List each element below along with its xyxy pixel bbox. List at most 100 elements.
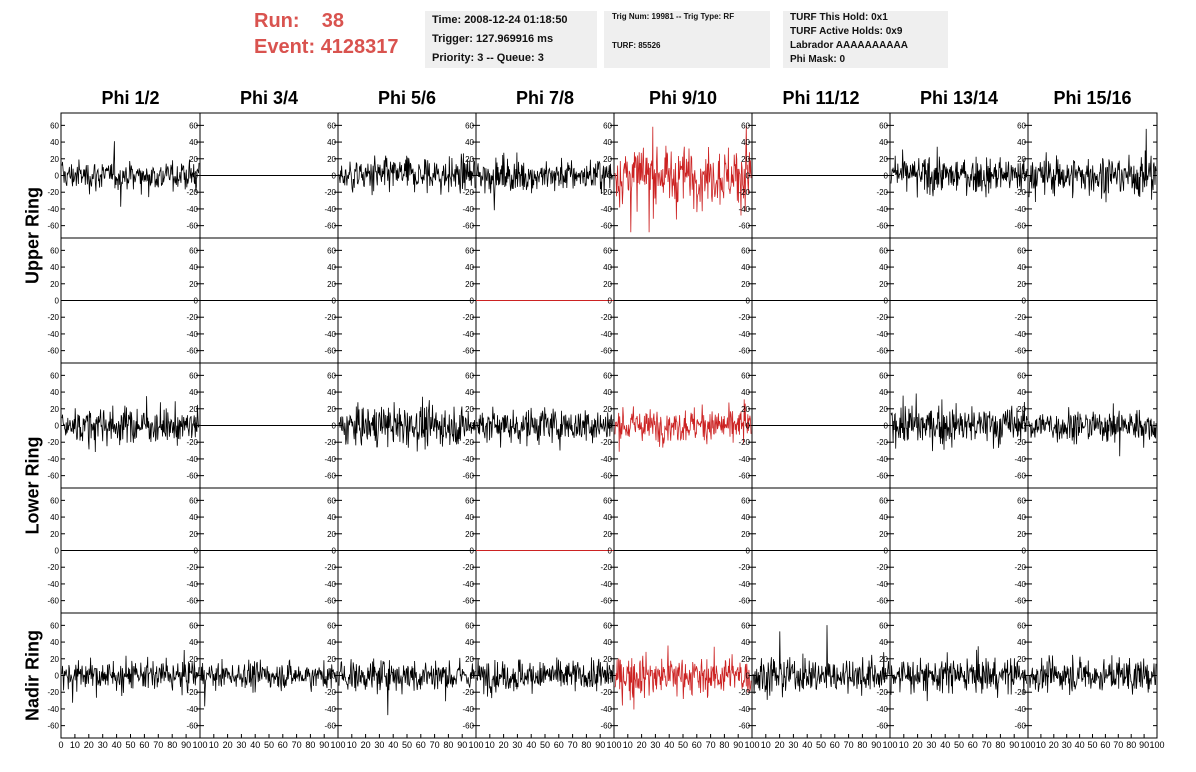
x-tick-label: 50 xyxy=(954,740,964,750)
y-tick-label: -20 xyxy=(1014,438,1026,447)
x-tick-label: 80 xyxy=(581,740,591,750)
y-tick-label: -40 xyxy=(462,705,474,714)
y-tick-label: 0 xyxy=(746,172,751,181)
labrador-text: Labrador AAAAAAAAAA xyxy=(790,40,908,51)
x-tick-label: 80 xyxy=(305,740,315,750)
y-tick-label: -60 xyxy=(47,222,59,231)
y-tick-label: 20 xyxy=(327,280,336,289)
y-tick-label: 60 xyxy=(50,621,59,630)
y-tick-label: 20 xyxy=(50,530,59,539)
y-tick-label: 40 xyxy=(327,513,336,522)
y-tick-label: -60 xyxy=(47,722,59,731)
y-tick-label: -20 xyxy=(876,563,888,572)
x-tick-label: 50 xyxy=(264,740,274,750)
time-text: Time: 2008-12-24 01:18:50 xyxy=(432,14,568,26)
x-tick-label: 10 xyxy=(761,740,771,750)
x-tick-label: 100 xyxy=(192,740,207,750)
y-tick-label: -40 xyxy=(324,330,336,339)
y-tick-label: 0 xyxy=(608,172,613,181)
column-title-4: Phi 7/8 xyxy=(516,88,574,108)
y-tick-label: 20 xyxy=(189,655,198,664)
y-tick-label: -60 xyxy=(738,597,750,606)
y-tick-label: 0 xyxy=(55,172,60,181)
waveform-trace xyxy=(1028,403,1157,457)
y-tick-label: 40 xyxy=(741,263,750,272)
y-tick-label: 20 xyxy=(327,405,336,414)
y-tick-label: 40 xyxy=(1017,513,1026,522)
x-tick-label: 10 xyxy=(347,740,357,750)
x-tick-label: 70 xyxy=(982,740,992,750)
x-tick-label: 20 xyxy=(84,740,94,750)
x-tick-label: 100 xyxy=(468,740,483,750)
x-tick-label: 60 xyxy=(968,740,978,750)
y-tick-label: 0 xyxy=(608,297,613,306)
y-tick-label: 0 xyxy=(884,172,889,181)
x-tick-label: 60 xyxy=(1100,740,1110,750)
x-tick-label: 70 xyxy=(568,740,578,750)
y-tick-label: -20 xyxy=(600,438,612,447)
y-tick-label: 0 xyxy=(884,547,889,556)
y-tick-label: 60 xyxy=(327,621,336,630)
y-tick-label: 20 xyxy=(603,655,612,664)
y-tick-label: -40 xyxy=(47,455,59,464)
y-tick-label: 60 xyxy=(465,621,474,630)
x-tick-label: 30 xyxy=(926,740,936,750)
y-tick-label: 0 xyxy=(470,547,475,556)
x-tick-label: 20 xyxy=(223,740,233,750)
x-tick-label: 60 xyxy=(278,740,288,750)
y-tick-label: -20 xyxy=(876,438,888,447)
y-tick-label: 40 xyxy=(879,263,888,272)
turf-info-box: TURF This Hold: 0x1 TURF Active Holds: 0… xyxy=(783,11,948,68)
waveform-trace xyxy=(338,396,476,452)
y-tick-label: -40 xyxy=(738,330,750,339)
trigger-text: Trigger: 127.969916 ms xyxy=(432,33,554,45)
y-tick-label: 20 xyxy=(327,155,336,164)
x-tick-label: 70 xyxy=(430,740,440,750)
y-tick-label: -60 xyxy=(462,472,474,481)
waveform-trace xyxy=(1028,654,1157,696)
y-tick-label: -60 xyxy=(738,472,750,481)
y-tick-label: 60 xyxy=(1017,121,1026,130)
x-tick-label: 30 xyxy=(512,740,522,750)
y-tick-label: 60 xyxy=(327,371,336,380)
y-tick-label: 0 xyxy=(332,297,337,306)
run-event-block: Run: 38 Event: 4128317 xyxy=(254,8,399,60)
y-tick-label: -60 xyxy=(324,222,336,231)
y-tick-label: 20 xyxy=(189,155,198,164)
y-tick-label: 60 xyxy=(603,246,612,255)
y-tick-label: 40 xyxy=(741,138,750,147)
y-tick-label: -40 xyxy=(600,455,612,464)
y-tick-label: -20 xyxy=(1014,688,1026,697)
y-tick-label: -40 xyxy=(324,455,336,464)
x-tick-label: 70 xyxy=(1113,740,1123,750)
x-tick-label: 60 xyxy=(139,740,149,750)
x-tick-label: 30 xyxy=(1062,740,1072,750)
x-tick-label: 20 xyxy=(499,740,509,750)
y-tick-label: 20 xyxy=(465,280,474,289)
y-tick-label: 60 xyxy=(603,496,612,505)
y-tick-label: 60 xyxy=(189,121,198,130)
y-tick-label: -20 xyxy=(600,563,612,572)
y-tick-label: -60 xyxy=(876,472,888,481)
y-tick-label: 20 xyxy=(879,405,888,414)
y-tick-label: 40 xyxy=(327,388,336,397)
y-tick-label: -20 xyxy=(462,188,474,197)
y-tick-label: 60 xyxy=(189,371,198,380)
y-tick-label: -20 xyxy=(600,188,612,197)
waveform-trace xyxy=(476,406,614,451)
x-tick-label: 60 xyxy=(692,740,702,750)
y-tick-label: -60 xyxy=(600,222,612,231)
y-tick-label: -20 xyxy=(186,688,198,697)
y-tick-label: 60 xyxy=(189,621,198,630)
y-tick-label: 40 xyxy=(189,388,198,397)
x-tick-label: 40 xyxy=(802,740,812,750)
y-tick-label: -40 xyxy=(876,455,888,464)
y-tick-label: -60 xyxy=(462,597,474,606)
y-tick-label: -20 xyxy=(47,563,59,572)
y-tick-label: 60 xyxy=(189,496,198,505)
y-tick-label: 0 xyxy=(608,422,613,431)
y-tick-label: 20 xyxy=(1017,655,1026,664)
x-tick-label: 10 xyxy=(899,740,909,750)
y-tick-label: -40 xyxy=(462,205,474,214)
